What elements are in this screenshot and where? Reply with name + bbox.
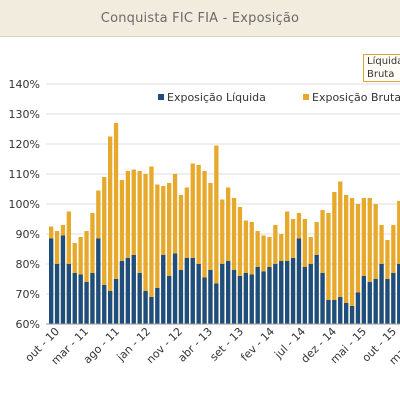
- bar-liquida: [250, 275, 254, 325]
- bar-bruta: [350, 198, 354, 324]
- x-tick-label: fev - 14: [238, 325, 277, 364]
- bar-liquida: [273, 264, 277, 324]
- bar-liquida: [261, 272, 265, 325]
- bar-liquida: [84, 282, 88, 324]
- y-tick-label: 120%: [9, 138, 40, 151]
- legend-label-liquida: Exposição Líquida: [167, 91, 266, 104]
- legend-swatch-liquida: [158, 94, 164, 100]
- bar-liquida: [208, 270, 212, 324]
- y-tick-label: 90%: [16, 228, 40, 241]
- y-tick-label: 80%: [16, 258, 40, 271]
- bar-liquida: [96, 239, 100, 325]
- bar-liquida: [391, 273, 395, 324]
- y-tick-label: 70%: [16, 288, 40, 301]
- bar-liquida: [126, 258, 130, 324]
- bar-liquida: [344, 303, 348, 324]
- bar-liquida: [315, 255, 319, 324]
- bar-liquida: [267, 267, 271, 324]
- bar-liquida: [179, 270, 183, 324]
- bar-liquida: [368, 282, 372, 324]
- bar-liquida: [73, 273, 77, 324]
- legend-label-bruta: Exposição Bruta: [312, 91, 400, 104]
- bar-liquida: [244, 273, 248, 324]
- bar-liquida: [332, 300, 336, 324]
- bar-liquida: [232, 270, 236, 324]
- y-tick-label: 60%: [16, 318, 40, 331]
- title-bar: Conquista FIC FIA - Exposição: [0, 0, 400, 37]
- y-tick-label: 140%: [9, 78, 40, 91]
- y-axis-ticks: 60% 70% 80% 90% 100% 110% 120% 130% 140%: [9, 78, 40, 331]
- bar-liquida: [202, 278, 206, 325]
- y-tick-label: 130%: [9, 108, 40, 121]
- bar-liquida: [297, 239, 301, 325]
- bar-liquida: [108, 291, 112, 324]
- bar-liquida: [385, 279, 389, 324]
- bar-liquida: [356, 293, 360, 325]
- bar-liquida: [114, 279, 118, 324]
- bar-liquida: [197, 264, 201, 324]
- bar-liquida: [238, 276, 242, 324]
- bar-liquida: [279, 261, 283, 324]
- y-tick-label: 110%: [9, 168, 40, 181]
- bar-liquida: [90, 273, 94, 324]
- bar-liquida: [79, 275, 83, 325]
- bar-liquida: [320, 273, 324, 324]
- bar-liquida: [362, 276, 366, 324]
- bar-liquida: [220, 264, 224, 324]
- legend-swatch-bruta: [303, 94, 309, 100]
- bar-liquida: [326, 300, 330, 324]
- exposure-chart: 60% 70% 80% 90% 100% 110% 120% 130% 140% out - 1…: [0, 36, 400, 400]
- bar-liquida: [161, 255, 165, 324]
- y-tick-label: 100%: [9, 198, 40, 211]
- bar-liquida: [143, 291, 147, 324]
- bar-liquida: [374, 279, 378, 324]
- bar-liquida: [350, 306, 354, 324]
- bar-liquida: [185, 258, 189, 324]
- bar-liquida: [132, 255, 136, 324]
- bar-liquida: [149, 297, 153, 324]
- bar-liquida: [61, 236, 65, 325]
- bar-liquida: [338, 297, 342, 324]
- bar-liquida: [138, 273, 142, 324]
- bar-liquida: [285, 261, 289, 324]
- bar-liquida: [120, 261, 124, 324]
- bar-liquida: [102, 285, 106, 324]
- bar-liquida: [173, 254, 177, 325]
- bar-liquida: [226, 261, 230, 324]
- bar-liquida: [291, 258, 295, 324]
- page-title: Conquista FIC FIA - Exposição: [101, 11, 299, 26]
- bar-liquida: [303, 267, 307, 324]
- bar-liquida: [49, 239, 53, 325]
- bar-liquida: [309, 264, 313, 324]
- bar-liquida: [167, 276, 171, 324]
- bar-liquida: [155, 288, 159, 324]
- bar-liquida: [67, 264, 71, 324]
- bar-liquida: [256, 267, 260, 324]
- bar-liquida: [55, 264, 59, 324]
- bar-liquida: [214, 284, 218, 325]
- bar-liquida: [379, 264, 383, 324]
- bar-liquida: [191, 258, 195, 324]
- chart-legend: Exposição Líquida Exposição Bruta: [158, 91, 400, 104]
